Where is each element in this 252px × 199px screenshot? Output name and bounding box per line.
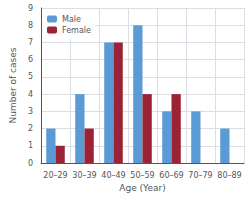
svg-text:7: 7 [28,38,33,47]
svg-text:3: 3 [28,107,33,116]
svg-text:4: 4 [28,90,33,99]
svg-text:1: 1 [28,141,33,150]
svg-text:9: 9 [28,4,33,13]
svg-text:Female: Female [62,26,91,35]
svg-text:5: 5 [28,72,33,81]
svg-text:0: 0 [28,159,33,168]
svg-text:8: 8 [28,21,33,30]
svg-text:6: 6 [28,55,33,64]
svg-text:Age (Year): Age (Year) [119,183,165,193]
svg-text:70–79: 70–79 [188,171,212,180]
svg-text:80–89: 80–89 [217,171,241,180]
svg-text:50–59: 50–59 [130,171,154,180]
svg-text:2: 2 [28,124,33,133]
svg-text:Male: Male [62,15,81,24]
svg-text:30–39: 30–39 [72,171,96,180]
svg-text:40–49: 40–49 [101,171,125,180]
svg-text:60–69: 60–69 [159,171,183,180]
svg-text:20–29: 20–29 [43,171,67,180]
svg-text:Number of cases: Number of cases [8,47,18,123]
